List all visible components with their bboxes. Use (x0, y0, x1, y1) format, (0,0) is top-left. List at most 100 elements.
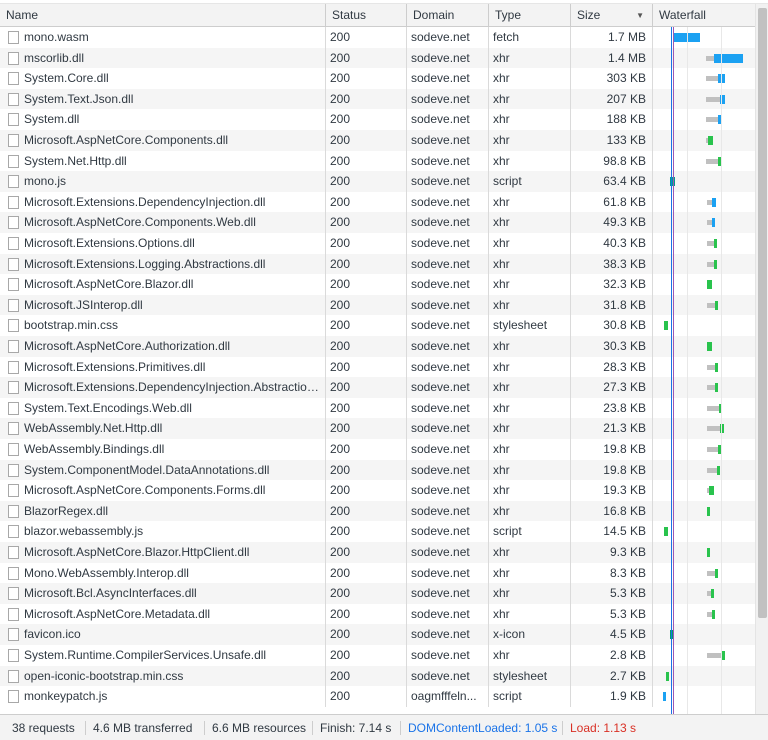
file-icon (8, 72, 19, 86)
request-type: xhr (489, 459, 571, 481)
request-name: favicon.ico (0, 624, 326, 645)
request-status: 200 (326, 397, 407, 419)
waterfall-download-bar (664, 321, 669, 331)
request-row[interactable]: System.Text.Encodings.Web.dll 200 sodeve.n… (0, 397, 755, 419)
vertical-scrollbar[interactable] (755, 4, 768, 714)
request-row[interactable]: WebAssembly.Net.Http.dll 200 sodeve.net xhr… (0, 418, 755, 439)
table-header: Name Status Domain Type Size ▼ Waterfall (0, 4, 755, 27)
request-row[interactable]: mono.wasm 200 sodeve.net fetch 1.7 MB (0, 27, 755, 48)
scrollbar-thumb[interactable] (758, 8, 767, 618)
request-row[interactable]: WebAssembly.Bindings.dll 200 sodeve.net xhr… (0, 439, 755, 460)
waterfall-waiting-bar (707, 302, 716, 308)
request-row[interactable]: Microsoft.Extensions.Primitives.dll 200 so… (0, 356, 755, 378)
request-waterfall (653, 315, 755, 336)
waterfall-waiting-bar (707, 405, 720, 411)
request-size: 61.8 KB (571, 191, 653, 213)
file-icon (8, 587, 19, 601)
waterfall-waiting-bar (707, 241, 715, 246)
request-row[interactable]: System.Net.Http.dll 200 sodeve.net xhr 98.8 … (0, 150, 755, 172)
request-name: BlazorRegex.dll (0, 500, 326, 522)
waterfall-waiting-bar (706, 96, 721, 102)
request-status: 200 (326, 418, 407, 439)
request-row[interactable]: System.Runtime.CompilerServices.Unsafe.d… (0, 645, 755, 666)
request-name: Microsoft.JSInterop.dll (0, 294, 326, 316)
request-type: xhr (489, 294, 571, 316)
status-separator (85, 721, 86, 735)
waterfall-waiting-bar (707, 570, 716, 576)
waterfall-waiting-bar (707, 261, 715, 267)
waterfall-download-bar (715, 362, 719, 372)
request-row[interactable]: Microsoft.AspNetCore.Components.Forms.dl… (0, 480, 755, 501)
request-status: 200 (326, 315, 407, 336)
request-type: xhr (489, 150, 571, 172)
request-row[interactable]: Microsoft.Extensions.Logging.Abstraction… (0, 253, 755, 275)
request-row[interactable]: BlazorRegex.dll 200 sodeve.net xhr 16.8 KB (0, 500, 755, 522)
column-header-status[interactable]: Status (326, 4, 407, 27)
request-row[interactable]: Microsoft.AspNetCore.Components.Web.dll 2… (0, 212, 755, 233)
request-domain: sodeve.net (407, 665, 489, 687)
request-row[interactable]: Microsoft.AspNetCore.Authorization.dll 20… (0, 336, 755, 357)
waterfall-waiting-bar (707, 467, 718, 473)
request-row[interactable]: Microsoft.Extensions.Options.dll 200 sodev… (0, 233, 755, 254)
column-header-size[interactable]: Size ▼ (571, 4, 653, 27)
request-row[interactable]: open-iconic-bootstrap.min.css 200 sodeve.n… (0, 665, 755, 687)
column-status-label: Status (332, 8, 367, 22)
request-domain: sodeve.net (407, 521, 489, 542)
status-separator (400, 721, 401, 735)
request-domain: sodeve.net (407, 480, 489, 501)
request-row[interactable]: Microsoft.AspNetCore.Blazor.HttpClient.d… (0, 542, 755, 563)
transferred-size: 4.6 MB transferred (93, 721, 193, 735)
request-status: 200 (326, 47, 407, 69)
request-waterfall (653, 460, 755, 481)
request-row[interactable]: Microsoft.JSInterop.dll 200 sodeve.net xhr 3… (0, 294, 755, 316)
column-header-name[interactable]: Name (0, 4, 326, 27)
request-row[interactable]: System.Text.Json.dll 200 sodeve.net xhr 207 … (0, 88, 755, 110)
request-row[interactable]: Mono.WebAssembly.Interop.dll 200 sodeve.ne… (0, 562, 755, 584)
request-row[interactable]: blazor.webassembly.js 200 sodeve.net script… (0, 521, 755, 542)
request-name: Microsoft.Extensions.Logging.Abstraction… (0, 253, 326, 275)
file-icon (8, 298, 19, 312)
file-icon (8, 195, 19, 209)
request-type: xhr (489, 191, 571, 213)
request-domain: sodeve.net (407, 191, 489, 213)
request-size: 19.8 KB (571, 459, 653, 481)
request-size: 31.8 KB (571, 294, 653, 316)
column-header-type[interactable]: Type (489, 4, 571, 27)
request-row[interactable]: Microsoft.Bcl.AsyncInterfaces.dll 200 sode… (0, 583, 755, 604)
request-row[interactable]: System.ComponentModel.DataAnnotations.dl… (0, 459, 755, 481)
request-row[interactable]: Microsoft.AspNetCore.Components.dll 200 so… (0, 130, 755, 151)
request-row[interactable]: System.Core.dll 200 sodeve.net xhr 303 KB (0, 68, 755, 89)
request-row[interactable]: Microsoft.AspNetCore.Blazor.dll 200 sodeve… (0, 274, 755, 295)
request-row[interactable]: monkeypatch.js 200 oagmfffeln... script 1.9 … (0, 686, 755, 707)
request-name: Microsoft.Bcl.AsyncInterfaces.dll (0, 583, 326, 604)
request-size: 30.8 KB (571, 315, 653, 336)
file-icon (8, 216, 19, 230)
request-name: System.Runtime.CompilerServices.Unsafe.d… (0, 645, 326, 666)
request-size: 63.4 KB (571, 171, 653, 192)
request-row[interactable]: Microsoft.AspNetCore.Metadata.dll 200 sode… (0, 603, 755, 625)
request-name: Microsoft.Extensions.Options.dll (0, 233, 326, 254)
request-name: Microsoft.AspNetCore.Components.Web.dll (0, 212, 326, 233)
request-type: xhr (489, 377, 571, 398)
request-domain: sodeve.net (407, 233, 489, 254)
request-domain: sodeve.net (407, 253, 489, 275)
column-header-domain[interactable]: Domain (407, 4, 489, 27)
request-waterfall (653, 130, 755, 151)
request-row[interactable]: mscorlib.dll 200 sodeve.net xhr 1.4 MB (0, 47, 755, 69)
request-row[interactable]: bootstrap.min.css 200 sodeve.net stylesheet… (0, 315, 755, 336)
column-header-waterfall[interactable]: Waterfall (653, 4, 755, 27)
waterfall-download-bar (707, 506, 711, 516)
file-icon (8, 422, 19, 436)
file-icon (8, 31, 19, 44)
request-domain: sodeve.net (407, 171, 489, 192)
request-row[interactable]: Microsoft.Extensions.DependencyInjection… (0, 191, 755, 213)
request-row[interactable]: System.dll 200 sodeve.net xhr 188 KB (0, 109, 755, 130)
request-domain: sodeve.net (407, 397, 489, 419)
request-status: 200 (326, 480, 407, 501)
request-row[interactable]: Microsoft.Extensions.DependencyInjection… (0, 377, 755, 398)
request-waterfall (653, 336, 755, 357)
request-type: xhr (489, 336, 571, 357)
request-row[interactable]: favicon.ico 200 sodeve.net x-icon 4.5 KB (0, 624, 755, 645)
waterfall-download-bar (670, 630, 674, 640)
request-row[interactable]: mono.js 200 sodeve.net script 63.4 KB (0, 171, 755, 192)
